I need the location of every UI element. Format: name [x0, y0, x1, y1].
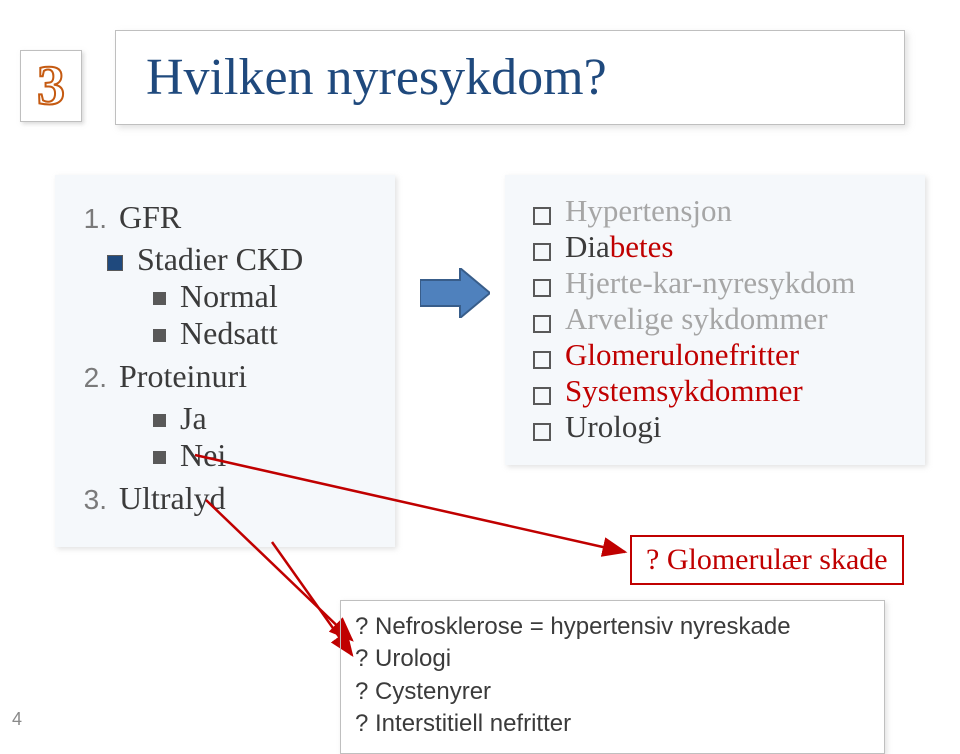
right-list-box: HypertensjonDiabetesHjerte-kar-nyresykdo… — [505, 175, 925, 465]
bottom-note-box: ? Nefrosklerose = hypertensiv nyreskade?… — [340, 600, 885, 754]
number-bullet: 2. — [65, 357, 119, 399]
bullet-icon — [153, 292, 166, 305]
list-item: Systemsykdommer — [515, 373, 915, 409]
list-subsubitem: Nedsatt — [65, 315, 385, 352]
bullet-icon — [107, 255, 123, 271]
bullet-icon — [533, 243, 551, 261]
list-subsubitem: Normal — [65, 278, 385, 315]
list-item-label: Hjerte-kar-nyresykdom — [565, 265, 855, 301]
list-subitem: Stadier CKD — [65, 241, 385, 278]
number-bullet: 3. — [65, 479, 119, 521]
list-item-label: Ultralyd — [119, 474, 226, 522]
list-item-label: Diabetes — [565, 229, 673, 265]
list-item-label: Stadier CKD — [137, 241, 303, 278]
bullet-icon — [153, 329, 166, 342]
page-title: Hvilken nyresykdom? — [146, 48, 607, 107]
bullet-icon — [153, 451, 166, 464]
list-item-label: Systemsykdommer — [565, 373, 803, 409]
list-item-label: Nei — [180, 437, 226, 474]
bullet-icon — [533, 207, 551, 225]
note-line: ? Interstitiell nefritter — [355, 708, 870, 740]
page-number-box: 3 — [20, 50, 82, 122]
note-line: ? Nefrosklerose = hypertensiv nyreskade — [355, 611, 870, 643]
list-item-label: Glomerulonefritter — [565, 337, 799, 373]
arrow-icon — [420, 268, 490, 318]
list-item: Diabetes — [515, 229, 915, 265]
list-item: Arvelige sykdommer — [515, 301, 915, 337]
note-line: ? Cystenyrer — [355, 676, 870, 708]
list-item: Hjerte-kar-nyresykdom — [515, 265, 915, 301]
list-item-label: Normal — [180, 278, 278, 315]
title-box: Hvilken nyresykdom? — [115, 30, 905, 125]
list-item-label: Ja — [180, 400, 207, 437]
number-bullet: 1. — [65, 198, 119, 240]
list-item: Hypertensjon — [515, 193, 915, 229]
list-item-label: Arvelige sykdommer — [565, 301, 828, 337]
bullet-icon — [533, 315, 551, 333]
list-item: Urologi — [515, 409, 915, 445]
list-item-label: Hypertensjon — [565, 193, 732, 229]
bullet-icon — [533, 351, 551, 369]
note-line: ? Urologi — [355, 643, 870, 675]
list-item-label: Urologi — [565, 409, 661, 445]
list-item-label: Proteinuri — [119, 352, 247, 400]
glomerular-damage-box: ? Glomerulær skade — [630, 535, 904, 585]
bullet-icon — [533, 423, 551, 441]
list-item-label: GFR — [119, 193, 181, 241]
list-item: 1.GFR — [65, 193, 385, 241]
list-item: 3.Ultralyd — [65, 474, 385, 522]
left-list-box: 1.GFRStadier CKDNormalNedsatt2.Proteinur… — [55, 175, 395, 547]
page-number-digit: 3 — [37, 54, 65, 118]
list-item: Glomerulonefritter — [515, 337, 915, 373]
footer-page-number: 4 — [12, 709, 22, 730]
list-subsubitem: Nei — [65, 437, 385, 474]
list-item-label: Nedsatt — [180, 315, 278, 352]
bullet-icon — [533, 279, 551, 297]
list-item: 2.Proteinuri — [65, 352, 385, 400]
bullet-icon — [153, 414, 166, 427]
bullet-icon — [533, 387, 551, 405]
list-subsubitem: Ja — [65, 400, 385, 437]
